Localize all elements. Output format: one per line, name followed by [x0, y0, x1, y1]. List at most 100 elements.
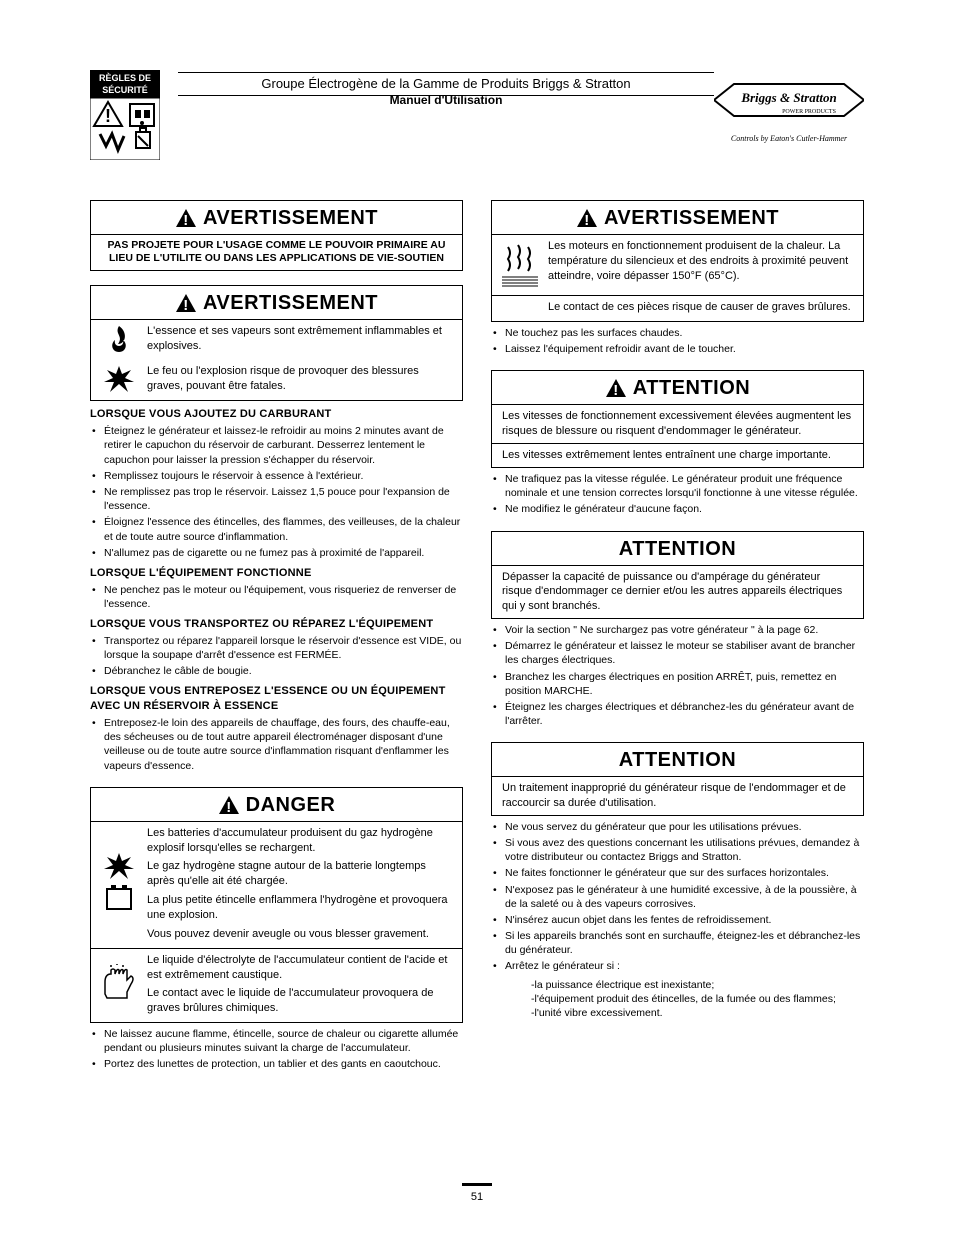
intro-text: Les batteries d'accumulateur produisent …	[147, 826, 454, 856]
list-item: Ne faites fonctionner le générateur que …	[491, 866, 864, 880]
attention-speed: ! ATTENTION Les vitesses de fonctionnemen…	[491, 370, 864, 516]
intro-text: Vous pouvez devenir aveugle ou vous bles…	[147, 927, 454, 942]
intro-text: Les vitesses extrêmement lentes entraîne…	[492, 443, 863, 467]
intro-text-group: Les batteries d'accumulateur produisent …	[147, 826, 454, 942]
list-item: Éteignez les charges électriques et débr…	[491, 700, 864, 728]
two-column-layout: ! AVERTISSEMENT PAS PROJETE POUR L'USAGE …	[90, 200, 864, 1085]
safety-rules-label: RÈGLES DE SÉCURITÉ	[90, 70, 160, 98]
heading-storage: LORSQUE VOUS ENTREPOSEZ L'ESSENCE OU UN …	[90, 684, 463, 714]
banner-label: AVERTISSEMENT	[203, 207, 378, 229]
svg-text:!: !	[613, 382, 619, 398]
intro-text-group: Les moteurs en fonctionnement produisent…	[548, 239, 855, 284]
list-item: Transportez ou réparez l'appareil lorsqu…	[90, 634, 463, 662]
list-item: Si les appareils branchés sont en surcha…	[491, 929, 864, 957]
list-item: Ne penchez pas le moteur ou l'équipement…	[90, 583, 463, 611]
intro-text: Les moteurs en fonctionnement produisent…	[548, 239, 855, 284]
svg-text:Briggs & Stratton: Briggs & Stratton	[740, 90, 836, 105]
svg-text:!: !	[183, 212, 189, 228]
brand-tagline: Controls by Eaton's Cutler-Hammer	[714, 134, 864, 145]
corrosive-hand-icon	[101, 964, 137, 1004]
list-item: N'allumez pas de cigarette ou ne fumez p…	[90, 546, 463, 560]
list-item: Ne remplissez pas trop le réservoir. Lai…	[90, 485, 463, 513]
list-item: N'insérez aucun objet dans les fentes de…	[491, 913, 864, 927]
warning-primary-power: ! AVERTISSEMENT PAS PROJETE POUR L'USAGE …	[90, 200, 463, 271]
left-column: ! AVERTISSEMENT PAS PROJETE POUR L'USAGE …	[90, 200, 463, 1085]
heading-add-fuel: LORSQUE VOUS AJOUTEZ DU CARBURANT	[90, 407, 463, 422]
speed-list: Ne trafiquez pas la vitesse régulée. Le …	[491, 472, 864, 517]
intro-text: Un traitement inapproprié du générateur …	[492, 777, 863, 815]
brand-block: Briggs & Stratton POWER PRODUCTS Control…	[714, 70, 864, 145]
list-item: Ne trafiquez pas la vitesse régulée. Le …	[491, 472, 864, 500]
intro-text: Le feu ou l'explosion risque de provoque…	[147, 364, 454, 394]
intro-text: Dépasser la capacité de puissance ou d'a…	[492, 566, 863, 619]
svg-text:POWER PRODUCTS: POWER PRODUCTS	[782, 109, 836, 115]
intro-text: Le contact avec le liquide de l'accumula…	[147, 986, 454, 1016]
heading-transport: LORSQUE VOUS TRANSPORTEZ OU RÉPAREZ L'ÉQ…	[90, 617, 463, 632]
list-item: Portez des lunettes de protection, un ta…	[90, 1057, 463, 1071]
list-item: Voir la section " Ne surchargez pas votr…	[491, 623, 864, 637]
hot-surface-icon	[500, 239, 540, 289]
intro-text: Les vitesses de fonctionnement excessive…	[492, 405, 863, 443]
list-item: N'exposez pas le générateur à une humidi…	[491, 883, 864, 911]
danger-battery: !DANGER Les batteries d'accumulateur pro…	[90, 787, 463, 1072]
warning-triangle-icon: !	[576, 208, 598, 228]
header-band: RÈGLES DE SÉCURITÉ ! Groupe Électrogène …	[90, 70, 864, 160]
stop-reason: -l'unité vibre excessivement.	[491, 1006, 864, 1020]
list-item: Branchez les charges électriques en posi…	[491, 670, 864, 698]
store-list: Entreposez-le loin des appareils de chau…	[90, 716, 463, 773]
danger-list: Ne laissez aucune flamme, étincelle, sou…	[90, 1027, 463, 1072]
battery-explosion-icon	[101, 849, 137, 919]
intro-text: Le liquide d'électrolyte de l'accumulate…	[147, 953, 454, 983]
list-item: Laissez l'équipement refroidir avant de …	[491, 342, 864, 356]
attention-misuse: ATTENTION Un traitement inapproprié du g…	[491, 742, 864, 1020]
flame-icon	[104, 324, 134, 354]
explosion-icon	[104, 364, 134, 394]
banner-label: ATTENTION	[633, 377, 750, 399]
fuel-list: Éteignez le générateur et laissez-le ref…	[90, 424, 463, 560]
list-item: Ne touchez pas les surfaces chaudes.	[491, 326, 864, 340]
misuse-list: Ne vous servez du générateur que pour le…	[491, 820, 864, 974]
header-title: Groupe Électrogène de la Gamme de Produi…	[178, 70, 714, 108]
list-item: Débranchez le câble de bougie.	[90, 664, 463, 678]
svg-text:!: !	[105, 106, 111, 126]
svg-text:!: !	[183, 297, 189, 313]
banner-label: ATTENTION	[619, 749, 736, 771]
list-item: Si vous avez des questions concernant le…	[491, 836, 864, 864]
warning-hot-surfaces: !AVERTISSEMENT Les moteurs	[491, 200, 864, 356]
svg-text:!: !	[584, 212, 590, 228]
list-item: Remplissez toujours le réservoir à essen…	[90, 469, 463, 483]
safety-rules-badge: RÈGLES DE SÉCURITÉ !	[90, 70, 160, 160]
op-list: Ne penchez pas le moteur ou l'équipement…	[90, 583, 463, 611]
banner-subtext: PAS PROJETE POUR L'USAGE COMME LE POUVOI…	[91, 235, 462, 270]
warning-fuel: ! AVERTISSEMENT L'essence et ses vapeurs …	[90, 285, 463, 772]
warning-triangle-icon: !	[605, 378, 627, 398]
safety-pictograms-icon: !	[90, 98, 160, 160]
list-item: Ne modifiez le générateur d'aucune façon…	[491, 502, 864, 516]
intro-text-group: Le liquide d'électrolyte de l'accumulate…	[147, 953, 454, 1016]
list-item: Démarrez le générateur et laissez le mot…	[491, 639, 864, 667]
list-item: Arrêtez le générateur si :	[491, 959, 864, 973]
page: RÈGLES DE SÉCURITÉ ! Groupe Électrogène …	[0, 0, 954, 1235]
intro-text: Le contact de ces pièces risque de cause…	[548, 300, 851, 315]
hot-list: Ne touchez pas les surfaces chaudes. Lai…	[491, 326, 864, 356]
right-column: !AVERTISSEMENT Les moteurs	[491, 200, 864, 1085]
warning-triangle-icon: !	[175, 208, 197, 228]
svg-text:!: !	[226, 799, 232, 815]
warning-triangle-icon: !	[175, 293, 197, 313]
heading-operating: LORSQUE L'ÉQUIPEMENT FONCTIONNE	[90, 566, 463, 581]
list-item: Ne laissez aucune flamme, étincelle, sou…	[90, 1027, 463, 1055]
banner-label: AVERTISSEMENT	[604, 207, 779, 229]
list-item: Éteignez le générateur et laissez-le ref…	[90, 424, 463, 467]
stop-reason: -l'équipement produit des étincelles, de…	[491, 992, 864, 1006]
list-item: Entreposez-le loin des appareils de chau…	[90, 716, 463, 773]
list-item: Éloignez l'essence des étincelles, des f…	[90, 515, 463, 543]
doc-title: Groupe Électrogène de la Gamme de Produi…	[261, 76, 630, 91]
attention-overload: ATTENTION Dépasser la capacité de puissa…	[491, 531, 864, 729]
trans-list: Transportez ou réparez l'appareil lorsqu…	[90, 634, 463, 679]
intro-text: Le gaz hydrogène stagne autour de la bat…	[147, 859, 454, 889]
warning-triangle-icon: !	[218, 795, 240, 815]
page-number: 51	[0, 1183, 954, 1205]
banner-label: AVERTISSEMENT	[203, 292, 378, 314]
intro-text: L'essence et ses vapeurs sont extrêmemen…	[147, 324, 454, 354]
overload-list: Voir la section " Ne surchargez pas votr…	[491, 623, 864, 728]
